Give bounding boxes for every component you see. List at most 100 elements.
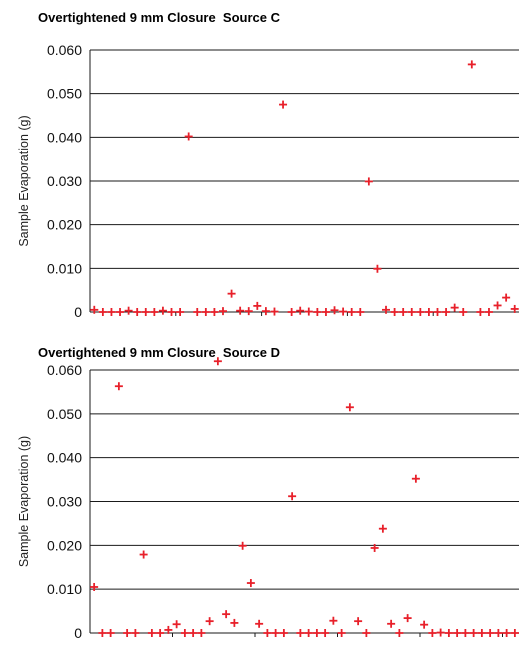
chart-title: Overtightened 9 mm Closure Source C [38,10,281,25]
data-point [436,628,445,637]
data-point [271,629,280,637]
data-point [345,403,354,412]
data-point [313,308,322,316]
data-point [98,629,107,637]
data-point [304,629,313,637]
y-tick-label: 0.050 [47,86,82,102]
data-point [114,382,123,391]
data-point [193,308,202,316]
data-point [476,308,485,316]
data-point [494,629,503,637]
data-point [312,629,321,637]
data-point [123,629,132,637]
chart-source-d: Overtightened 9 mm Closure Source D 0 0.0… [0,335,525,671]
data-point [238,541,247,550]
data-point [486,629,495,637]
data-point [459,308,468,316]
data-point [296,629,305,637]
data-point [484,308,493,316]
data-point [107,308,116,316]
data-point [395,629,404,637]
data-point [356,308,365,316]
data-point [337,629,346,637]
data-point [382,305,391,314]
data-point [164,625,173,634]
data-point [218,307,227,316]
data-point [141,308,150,316]
data-point [124,306,133,315]
data-point [197,629,206,637]
data-point [279,629,288,637]
data-point [339,307,348,316]
data-point [387,619,396,628]
data-point [416,308,425,316]
data-point [246,579,255,588]
y-tick-label: 0.020 [47,217,82,233]
data-point [288,492,297,501]
data-point [158,306,167,315]
data-point [493,301,502,310]
y-tick-label: 0.060 [47,362,82,378]
data-point [321,629,330,637]
data-point [428,629,437,637]
data-point [450,303,459,312]
data-point [279,100,288,109]
data-point [230,618,239,627]
scatter-plot: 0 0.010 0.020 0.030 0.040 0.050 0.060 Sample Ev… [17,42,519,320]
data-point [347,308,356,316]
data-point [407,308,416,316]
data-point [189,629,198,637]
y-tick-label: 0 [74,625,82,641]
y-tick-label: 0.050 [47,406,82,422]
data-point [477,629,486,637]
data-point [442,308,451,316]
data-point [176,308,185,316]
data-point [147,629,156,637]
data-point [210,308,219,316]
data-point [354,617,363,626]
data-point [461,629,470,637]
data-point [236,306,245,315]
data-point [321,308,330,316]
data-point [502,293,511,302]
data-point [205,617,214,626]
data-point [116,308,125,316]
data-point [172,620,181,629]
data-point [180,629,189,637]
data-point [167,308,176,316]
y-tick-label: 0.040 [47,129,82,145]
data-point [263,629,272,637]
data-point [261,307,270,316]
data-point [133,308,142,316]
data-point [329,616,338,625]
data-point [373,264,382,273]
data-point [420,620,429,629]
data-point [510,304,519,313]
data-point [502,629,511,637]
data-point [90,582,99,591]
data-point [156,629,165,637]
data-point [227,289,236,298]
data-point [364,177,373,186]
data-point [399,308,408,316]
y-axis-label: Sample Evaporation (g) [17,436,31,567]
data-point [106,629,115,637]
data-point [444,629,453,637]
data-point [370,543,379,552]
data-point [378,524,387,533]
y-tick-label: 0.040 [47,450,82,466]
data-point [139,550,148,559]
data-point [330,306,339,315]
data-point [390,308,399,316]
data-point [403,614,412,623]
data-point [213,357,222,366]
y-tick-label: 0 [74,304,82,320]
data-point [467,60,476,69]
chart-source-c: Overtightened 9 mm Closure Source C 0 0.0… [0,0,525,330]
data-point [453,629,462,637]
y-tick-label: 0.010 [47,260,82,276]
y-tick-label: 0.010 [47,581,82,597]
data-point [90,305,99,314]
data-point [362,629,371,637]
data-point [433,308,442,316]
